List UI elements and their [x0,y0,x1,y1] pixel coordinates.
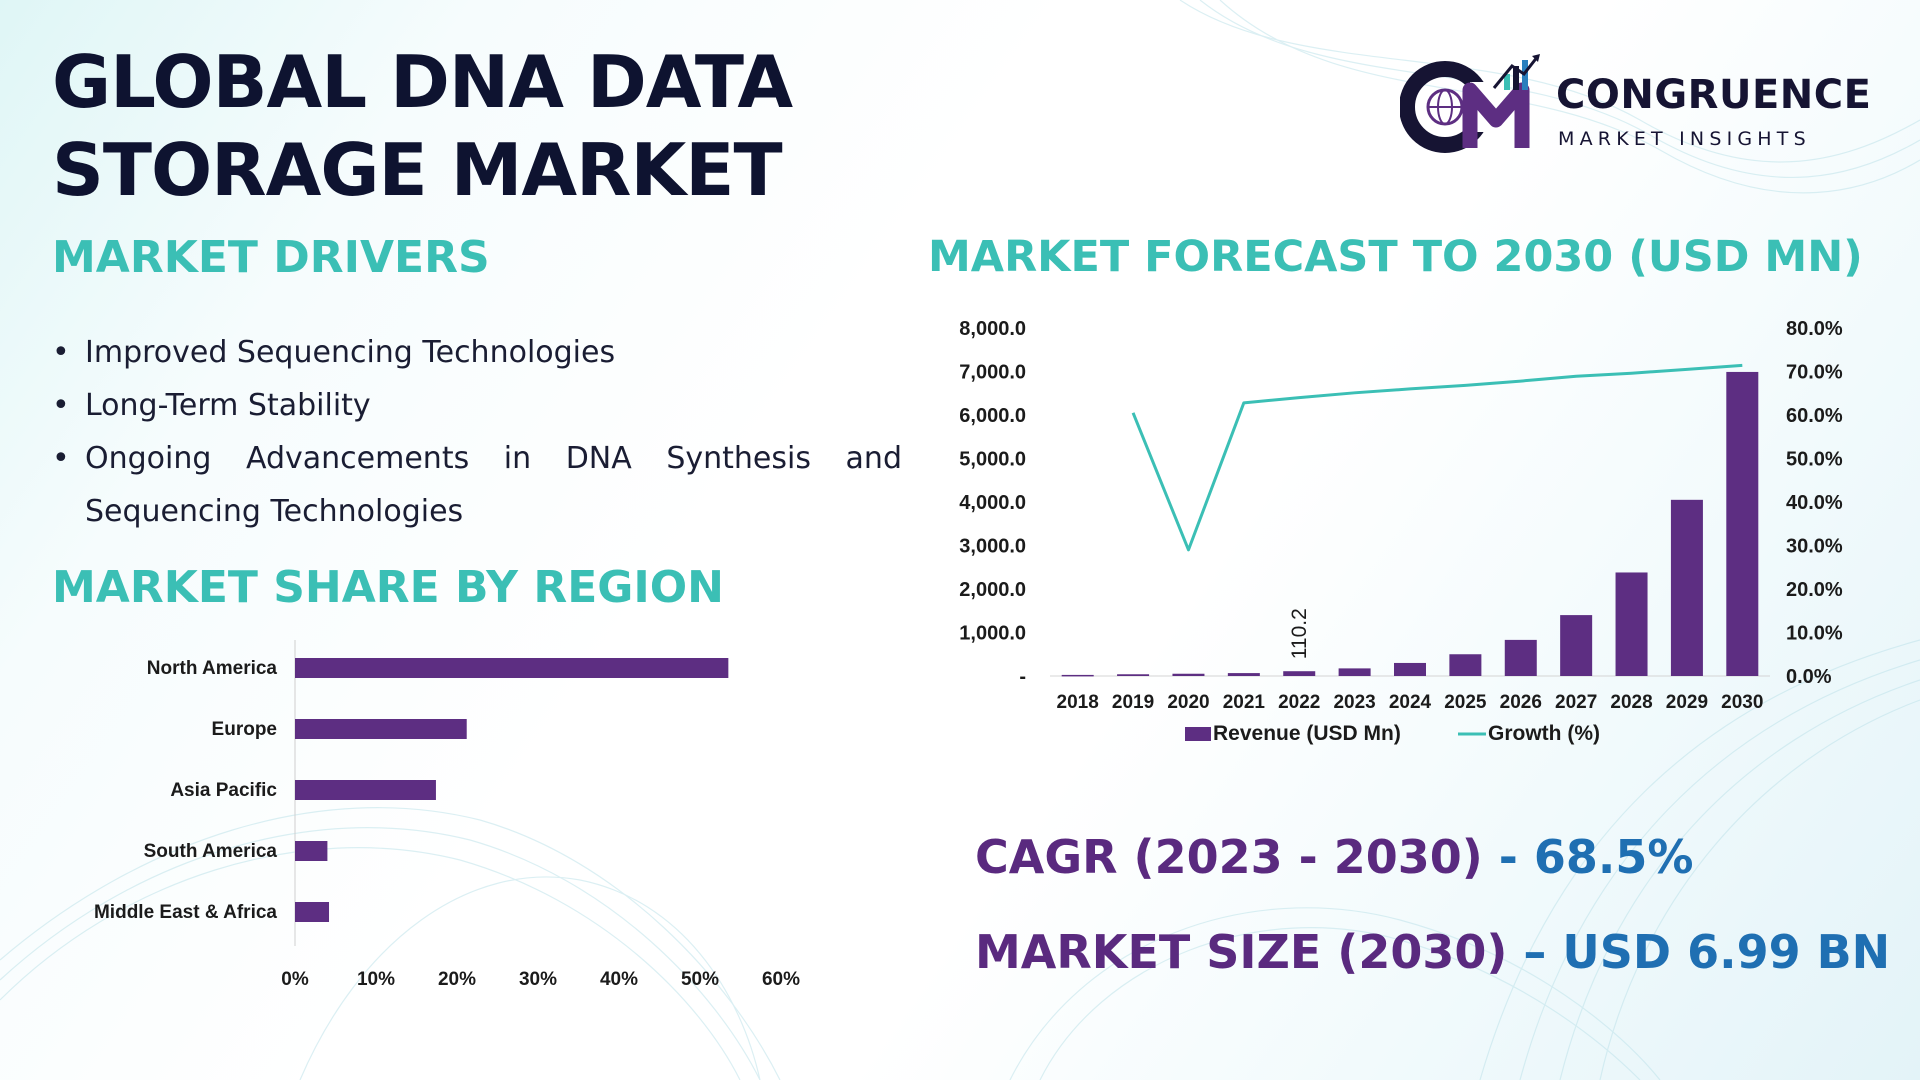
x-tick-label: 50% [681,969,719,990]
right-axis-tick-label: 10.0% [1786,623,1843,645]
left-axis-tick-label: 4,000.0 [959,492,1026,514]
market-size-separator: – [1507,925,1563,979]
left-axis-tick-label: 3,000.0 [959,536,1026,558]
x-tick-label: 10% [357,969,395,990]
right-axis-tick-label: 40.0% [1786,492,1843,514]
left-axis-tick-label: 7,000.0 [959,362,1026,384]
market-forecast-chart: - 1,000.0 2,000.0 3,000.0 4,000.0 5,000.0 6,00… [959,318,1843,745]
year-tick-label: 2018 [1057,692,1099,713]
market-share-region-heading: MARKET SHARE BY REGION [52,562,724,613]
region-category-label: Asia Pacific [170,780,277,801]
bar-data-label: 110.2 [1288,608,1311,659]
region-category-label: Middle East & Africa [94,902,277,923]
logo-mark-icon [1400,54,1540,153]
revenue-bar [1061,674,1094,677]
region-bar [295,658,729,678]
revenue-bar [1338,668,1371,676]
region-bar [295,841,328,861]
company-logo: CONGRUENCE MARKET INSIGHTS [1400,52,1880,162]
legend-revenue-swatch [1185,727,1211,741]
year-tick-label: 2029 [1666,692,1708,713]
left-axis-tick-label: 6,000.0 [959,405,1026,427]
cagr-separator: - [1482,830,1534,884]
x-tick-label: 20% [438,969,476,990]
revenue-bar [1560,615,1593,676]
driver-item: Long-Term Stability [52,379,902,432]
right-axis-tick-label: 20.0% [1786,579,1843,601]
region-bar [295,719,467,739]
cagr-stat: CAGR (2023 - 2030) - 68.5% [975,830,1694,884]
year-tick-label: 2022 [1278,692,1320,713]
driver-item: Improved Sequencing Technologies [52,326,902,379]
legend-revenue-label: Revenue (USD Mn) [1213,722,1401,745]
revenue-bar [1726,371,1759,676]
region-bar [295,902,330,922]
x-tick-label: 40% [600,969,638,990]
revenue-bar [1449,654,1482,676]
market-drivers-list: Improved Sequencing Technologies Long-Te… [52,326,902,538]
revenue-bar [1117,674,1150,676]
revenue-bar [1394,662,1426,676]
region-category-label: Europe [212,719,277,740]
x-tick-label: 0% [281,969,309,990]
logo-tagline: MARKET INSIGHTS [1558,128,1811,150]
market-size-stat: MARKET SIZE (2030) – USD 6.99 BN [975,925,1890,979]
left-axis-tick-label: 5,000.0 [959,449,1026,471]
left-axis-tick-label: 8,000.0 [959,318,1026,340]
market-drivers-heading: MARKET DRIVERS [52,232,490,283]
x-tick-label: 30% [519,969,557,990]
left-axis-tick-label: 1,000.0 [959,623,1026,645]
year-tick-label: 2030 [1721,692,1763,713]
year-tick-label: 2023 [1333,692,1375,713]
revenue-bar [1615,572,1648,676]
right-axis-tick-label: 80.0% [1786,318,1843,340]
market-size-label: MARKET SIZE (2030) [975,925,1508,979]
year-tick-label: 2021 [1223,692,1266,713]
revenue-bar [1227,673,1260,676]
right-axis-tick-label: 50.0% [1786,449,1843,471]
page-title: GLOBAL DNA DATA STORAGE MARKET [52,40,793,212]
region-category-label: South America [144,841,278,862]
region-share-chart: North America Europe Asia Pacific South Ame… [94,640,800,990]
revenue-bar [1283,671,1316,676]
market-forecast-heading: MARKET FORECAST TO 2030 (USD MN) [928,232,1863,282]
market-size-value: USD 6.99 BN [1562,925,1891,979]
right-axis-tick-label: 60.0% [1786,405,1843,427]
year-tick-label: 2027 [1555,692,1597,713]
region-category-label: North America [147,658,278,679]
driver-item: Ongoing Advancements in DNA Synthesis an… [52,432,902,538]
left-axis-tick-label: 2,000.0 [959,579,1026,601]
left-axis-tick-label: - [1019,666,1026,688]
region-bar [295,780,436,800]
year-tick-label: 2020 [1167,692,1209,713]
x-tick-label: 60% [762,969,800,990]
logo-name: CONGRUENCE [1556,72,1872,118]
right-axis-tick-label: 70.0% [1786,362,1843,384]
year-tick-label: 2025 [1444,692,1487,713]
year-tick-label: 2026 [1500,692,1542,713]
cagr-label: CAGR (2023 - 2030) [975,830,1483,884]
growth-line [1131,363,1743,552]
right-axis-tick-label: 30.0% [1786,536,1843,558]
revenue-bar [1504,639,1537,676]
revenue-bar [1172,673,1205,676]
legend-growth-label: Growth (%) [1488,722,1600,745]
cagr-value: 68.5% [1533,830,1694,884]
right-axis-tick-label: 0.0% [1786,666,1832,688]
year-tick-label: 2019 [1112,692,1154,713]
year-tick-label: 2024 [1389,692,1432,713]
year-tick-label: 2028 [1610,692,1652,713]
revenue-bar [1670,499,1703,676]
